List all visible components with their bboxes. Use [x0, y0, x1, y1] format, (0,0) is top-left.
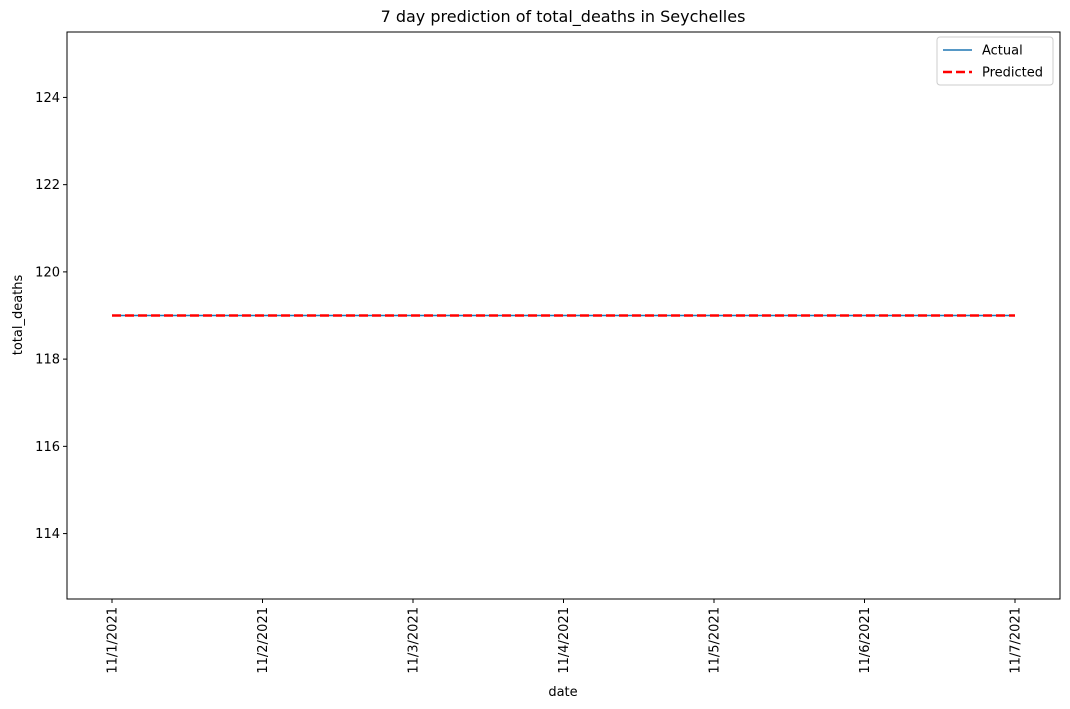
x-tick-label-5: 11/6/2021 — [858, 607, 873, 674]
x-axis: 11/1/2021 11/2/2021 11/3/2021 11/4/2021 11/5… — [106, 599, 1024, 674]
legend-box — [936, 36, 1054, 86]
x-tick-label-3: 11/4/2021 — [557, 607, 572, 674]
y-tick-label-120: 120 — [35, 265, 60, 280]
chart-title: 7 day prediction of total_deaths in Seyc… — [381, 7, 746, 27]
legend-label-predicted: Predicted — [982, 66, 1043, 81]
y-tick-label-114: 114 — [35, 527, 60, 542]
x-tick-label-1: 11/2/2021 — [256, 607, 271, 674]
y-axis-label: total_deaths — [11, 275, 26, 356]
y-tick-label-118: 118 — [35, 353, 60, 368]
legend: Actual Predicted — [936, 36, 1054, 86]
legend-label-actual: Actual — [982, 44, 1023, 59]
y-axis: 114 116 118 120 122 124 — [35, 91, 67, 542]
x-tick-label-4: 11/5/2021 — [708, 607, 723, 674]
y-tick-label-124: 124 — [35, 91, 60, 106]
x-tick-label-2: 11/3/2021 — [407, 607, 422, 674]
x-axis-label: date — [548, 685, 577, 700]
y-tick-label-122: 122 — [35, 178, 60, 193]
x-tick-label-6: 11/7/2021 — [1009, 607, 1024, 674]
x-tick-label-0: 11/1/2021 — [106, 607, 121, 674]
y-tick-label-116: 116 — [35, 440, 60, 455]
